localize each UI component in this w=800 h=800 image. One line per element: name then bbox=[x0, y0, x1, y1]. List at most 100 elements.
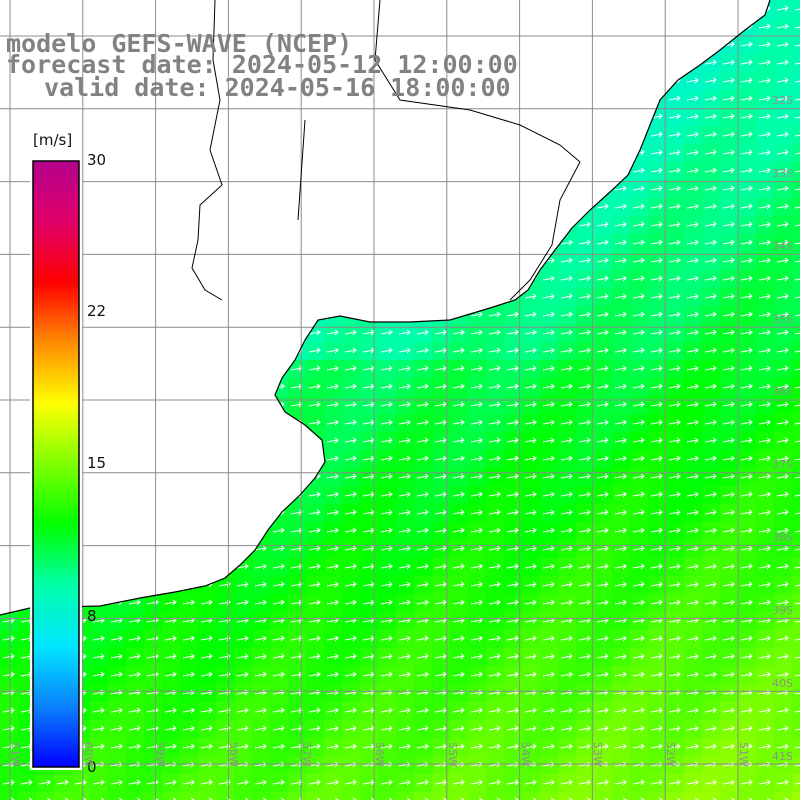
wind-speed-cell bbox=[270, 288, 289, 307]
wind-arrow bbox=[470, 419, 483, 426]
wind-speed-cell bbox=[324, 792, 343, 800]
wind-speed-cell bbox=[378, 108, 397, 127]
wind-speed-cell bbox=[288, 342, 307, 361]
wind-arrow bbox=[182, 653, 195, 660]
wind-arrow bbox=[290, 545, 303, 552]
wind-arrow bbox=[776, 365, 789, 372]
wind-speed-cell bbox=[288, 432, 307, 451]
wind-arrow bbox=[416, 509, 429, 516]
wind-speed-cell bbox=[252, 0, 271, 19]
wind-arrow bbox=[776, 5, 789, 12]
wind-arrow bbox=[506, 545, 519, 552]
wind-speed-cell bbox=[324, 108, 343, 127]
wind-arrow bbox=[164, 545, 177, 552]
wind-speed-cell bbox=[162, 414, 181, 433]
wind-speed-cell bbox=[90, 540, 109, 559]
wind-speed-cell bbox=[558, 162, 577, 181]
wind-speed-cell bbox=[126, 270, 145, 289]
wind-arrow bbox=[236, 779, 249, 786]
wind-arrow bbox=[722, 311, 735, 318]
wind-speed-cell bbox=[108, 486, 127, 505]
wind-arrow bbox=[452, 563, 465, 570]
wind-speed-cell bbox=[342, 108, 361, 127]
wind-speed-cell bbox=[396, 108, 415, 127]
wind-arrow bbox=[506, 113, 519, 120]
wind-arrow bbox=[236, 527, 249, 534]
wind-arrow bbox=[596, 581, 609, 588]
wind-speed-cell bbox=[0, 90, 19, 109]
wind-arrow bbox=[38, 149, 51, 156]
wind-arrow bbox=[650, 41, 663, 48]
wind-speed-cell bbox=[180, 162, 199, 181]
wind-speed-cell bbox=[432, 270, 451, 289]
wind-arrow bbox=[146, 383, 159, 390]
wind-arrow bbox=[398, 527, 411, 534]
wind-arrow bbox=[308, 365, 321, 372]
wind-speed-cell bbox=[378, 126, 397, 145]
wind-speed-cell bbox=[108, 306, 127, 325]
wind-speed-cell bbox=[306, 216, 325, 235]
wind-speed-cell bbox=[468, 144, 487, 163]
wind-arrow bbox=[794, 653, 800, 660]
wind-arrow bbox=[542, 419, 555, 426]
wind-arrow bbox=[704, 59, 717, 66]
wind-speed-cell bbox=[396, 216, 415, 235]
wind-arrow bbox=[110, 383, 123, 390]
wind-arrow bbox=[542, 59, 555, 66]
wind-arrow bbox=[128, 293, 141, 300]
wind-arrow bbox=[776, 77, 789, 84]
wind-arrow bbox=[506, 581, 519, 588]
wind-arrow bbox=[578, 23, 591, 30]
wind-speed-cell bbox=[360, 198, 379, 217]
wind-arrow bbox=[200, 383, 213, 390]
wind-speed-cell bbox=[594, 180, 613, 199]
wind-arrow bbox=[524, 581, 537, 588]
wind-arrow bbox=[470, 293, 483, 300]
wind-arrow bbox=[542, 743, 555, 750]
wind-arrow bbox=[560, 563, 573, 570]
wind-arrow bbox=[110, 347, 123, 354]
wind-arrow bbox=[488, 239, 501, 246]
wind-arrow bbox=[650, 653, 663, 660]
wind-arrow bbox=[560, 527, 573, 534]
wind-arrow bbox=[2, 509, 15, 516]
wind-speed-cell bbox=[324, 126, 343, 145]
wind-speed-cell bbox=[594, 72, 613, 91]
wind-arrow bbox=[560, 437, 573, 444]
wind-arrow bbox=[560, 671, 573, 678]
wind-arrow bbox=[2, 401, 15, 408]
wind-arrow bbox=[2, 671, 15, 678]
wind-speed-cell bbox=[234, 432, 253, 451]
wind-speed-cell bbox=[612, 54, 631, 73]
wind-arrow bbox=[92, 383, 105, 390]
wind-arrow bbox=[596, 41, 609, 48]
wind-arrow bbox=[290, 653, 303, 660]
wind-arrow bbox=[758, 419, 771, 426]
wind-arrow bbox=[668, 725, 681, 732]
wind-arrow bbox=[20, 5, 33, 12]
wind-arrow bbox=[668, 689, 681, 696]
wind-arrow bbox=[398, 725, 411, 732]
wind-arrow bbox=[182, 527, 195, 534]
colorbar-tick-8: 8 bbox=[87, 607, 97, 625]
wind-arrow bbox=[686, 725, 699, 732]
wind-arrow bbox=[416, 635, 429, 642]
wind-arrow bbox=[470, 185, 483, 192]
wind-speed-cell bbox=[792, 522, 800, 541]
wind-arrow bbox=[344, 455, 357, 462]
wind-speed-cell bbox=[270, 306, 289, 325]
wind-arrow bbox=[596, 113, 609, 120]
wind-speed-cell bbox=[306, 450, 325, 469]
wind-speed-cell bbox=[558, 0, 577, 19]
wind-arrow bbox=[632, 527, 645, 534]
wind-arrow bbox=[128, 653, 141, 660]
wind-arrow bbox=[182, 743, 195, 750]
wind-arrow bbox=[488, 725, 501, 732]
wind-arrow bbox=[164, 473, 177, 480]
wind-speed-cell bbox=[216, 486, 235, 505]
wind-arrow bbox=[362, 239, 375, 246]
wind-speed-cell bbox=[0, 576, 19, 595]
wind-speed-cell bbox=[594, 54, 613, 73]
wind-arrow bbox=[650, 203, 663, 210]
wind-arrow bbox=[650, 401, 663, 408]
